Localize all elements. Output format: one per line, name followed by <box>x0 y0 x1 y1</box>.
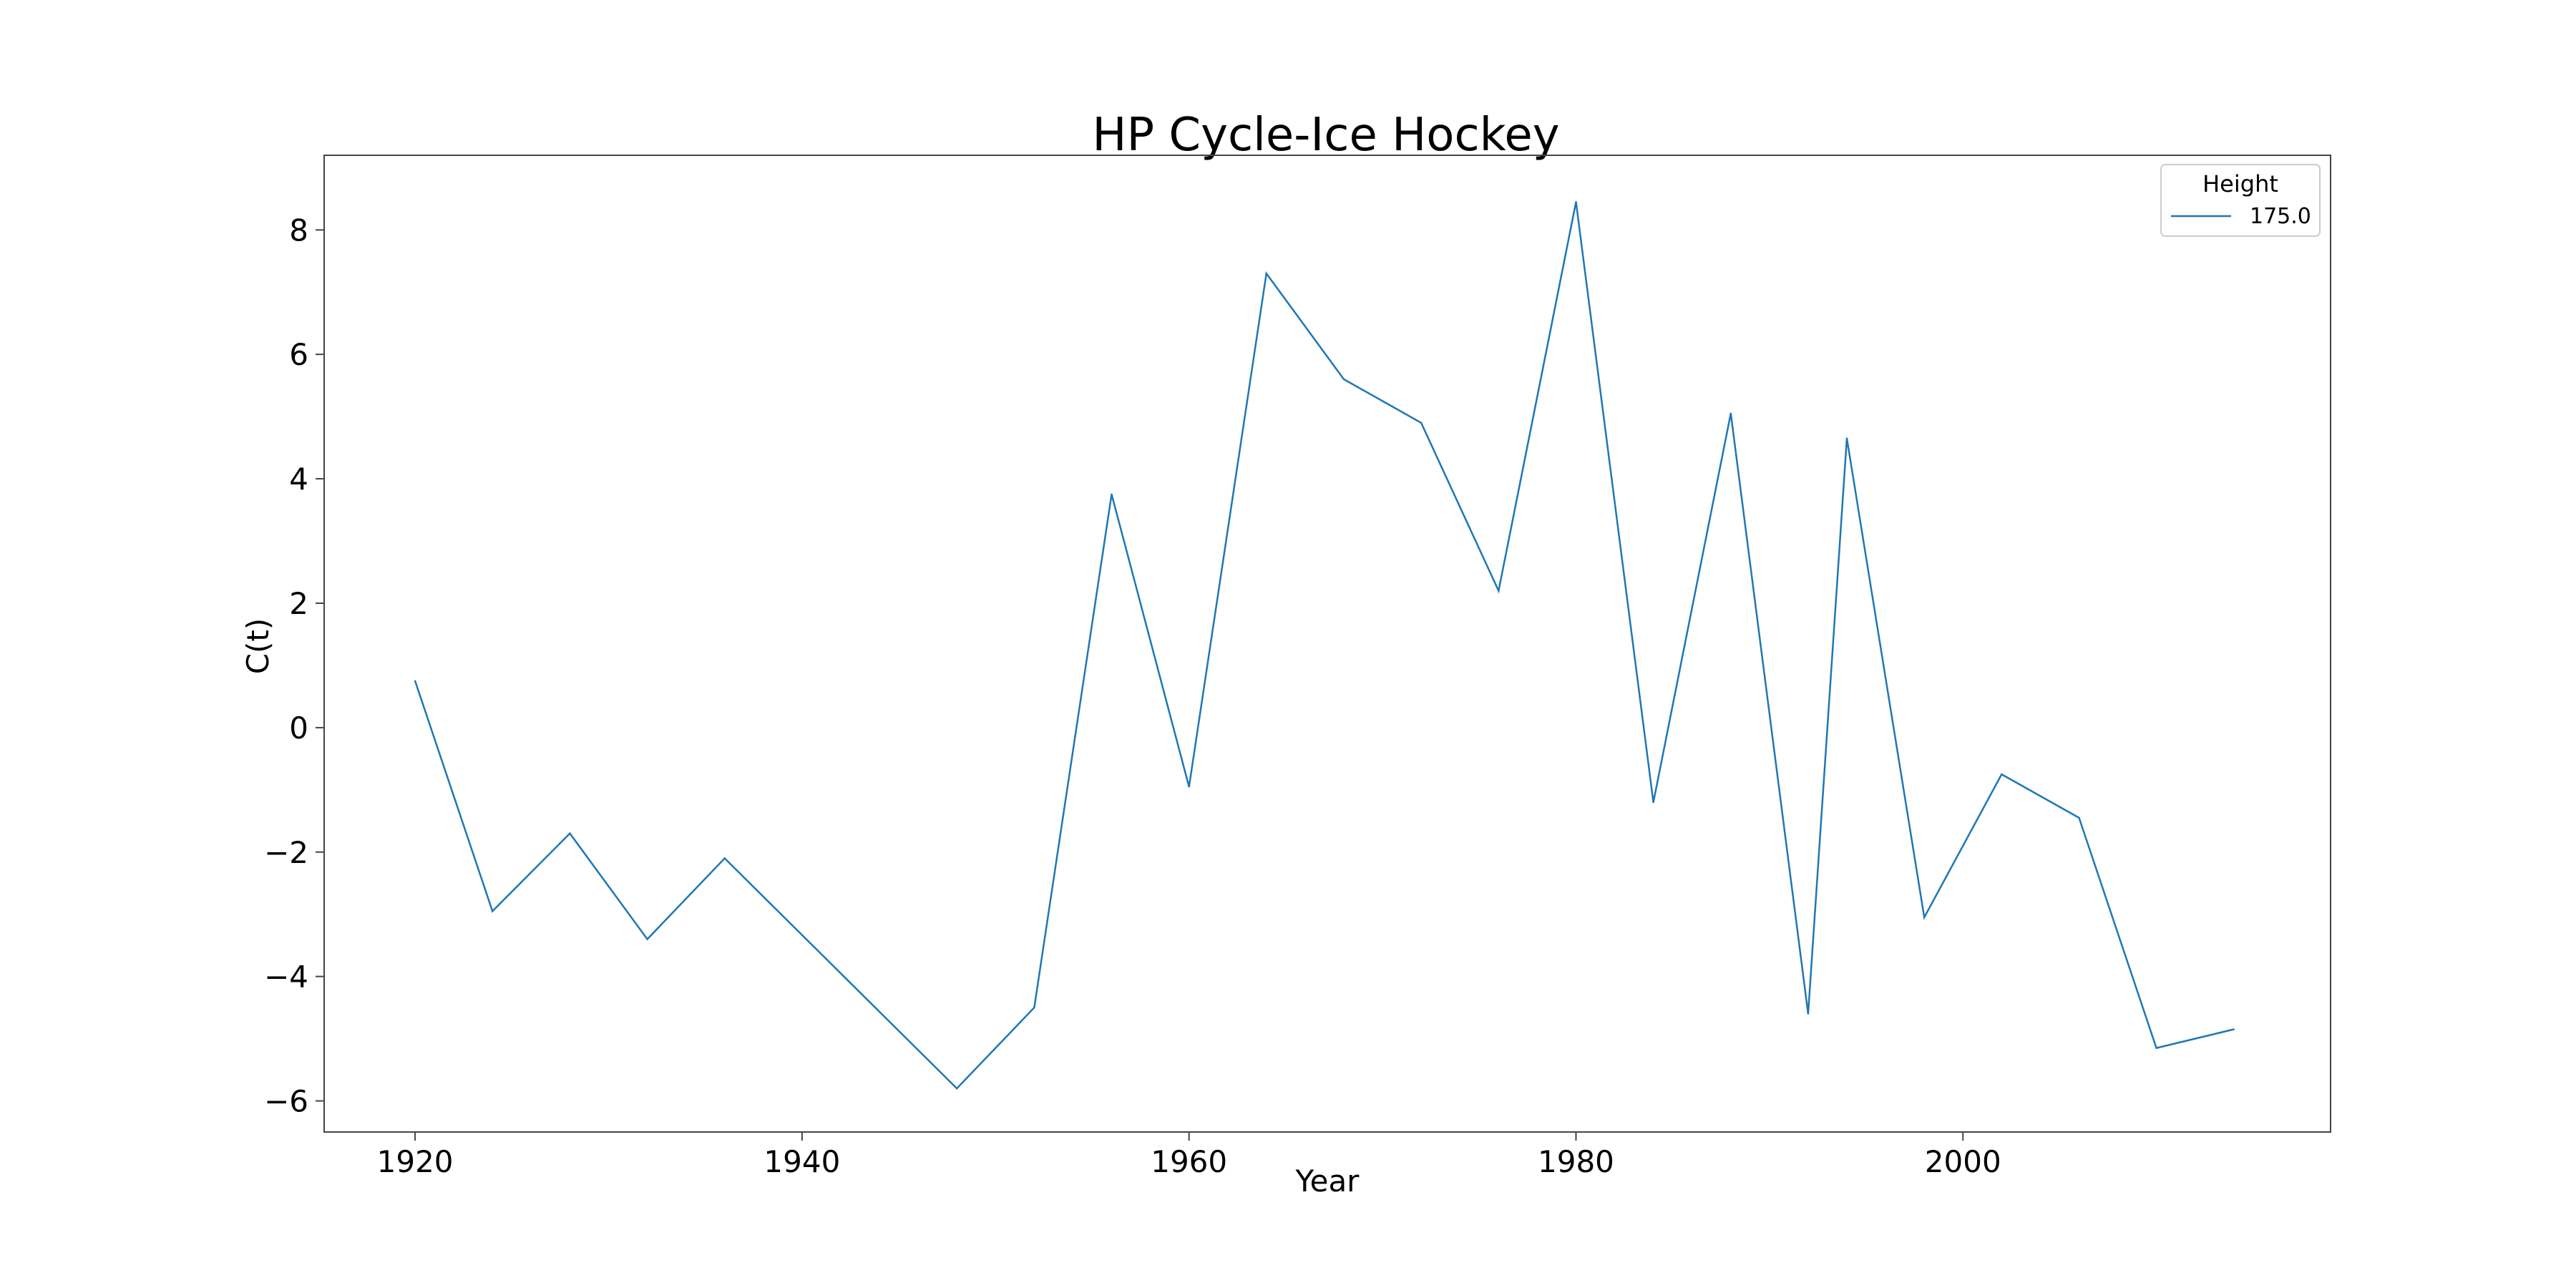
data-point <box>492 910 494 912</box>
x-tick-label: 1940 <box>763 1144 840 1179</box>
series-layer <box>414 201 2235 1090</box>
legend-label-175: 175.0 <box>2250 204 2311 229</box>
data-point <box>955 1087 958 1090</box>
data-point <box>1342 378 1345 381</box>
data-point <box>1188 786 1190 788</box>
data-point <box>723 857 726 859</box>
data-point <box>1033 1006 1035 1009</box>
legend: Height 175.0 <box>2160 164 2321 237</box>
plot-frame <box>323 155 2331 1133</box>
y-tick-label: −6 <box>264 1084 308 1119</box>
y-tick-label: −4 <box>264 960 308 995</box>
legend-box <box>2160 164 2321 237</box>
data-point <box>2233 1028 2235 1030</box>
y-tick-label: 4 <box>289 462 308 497</box>
data-point <box>1652 801 1654 804</box>
plot-area: 1920 1940 1960 1980 2000 8 6 4 2 0 −2 −4 −6 <box>264 155 2331 1179</box>
x-tick-label: 1960 <box>1151 1144 1227 1179</box>
y-tick-label: 6 <box>289 337 308 372</box>
data-point <box>1265 272 1268 275</box>
y-tick-label: 8 <box>289 213 308 248</box>
data-point <box>414 680 416 682</box>
legend-title: Height <box>2202 170 2278 197</box>
x-tick-label: 1980 <box>1538 1144 1614 1179</box>
chart-title: HP Cycle-Ice Hockey <box>1092 109 1559 162</box>
data-point <box>2155 1047 2157 1049</box>
y-tick-label: 2 <box>289 586 308 621</box>
x-axis-label: Year <box>1295 1163 1360 1199</box>
data-point <box>1111 493 1113 496</box>
data-point <box>1923 916 1926 919</box>
data-point <box>2078 816 2080 819</box>
y-tick-label: −2 <box>264 835 308 870</box>
y-axis-label: C(t) <box>240 618 275 675</box>
y-tick-label: 0 <box>289 711 308 746</box>
y-axis: 8 6 4 2 0 −2 −4 −6 <box>264 213 324 1119</box>
data-point <box>1729 412 1732 415</box>
data-point <box>1845 437 1848 439</box>
data-point <box>646 938 648 940</box>
data-point <box>1420 421 1423 424</box>
x-tick-label: 1920 <box>377 1144 454 1179</box>
data-point <box>569 832 571 834</box>
data-point <box>1498 590 1500 592</box>
data-point <box>1575 201 1577 203</box>
x-axis: 1920 1940 1960 1980 2000 <box>377 1132 2001 1179</box>
x-tick-label: 2000 <box>1925 1144 2001 1179</box>
data-point <box>2001 773 2003 776</box>
data-point <box>1807 1013 1810 1015</box>
